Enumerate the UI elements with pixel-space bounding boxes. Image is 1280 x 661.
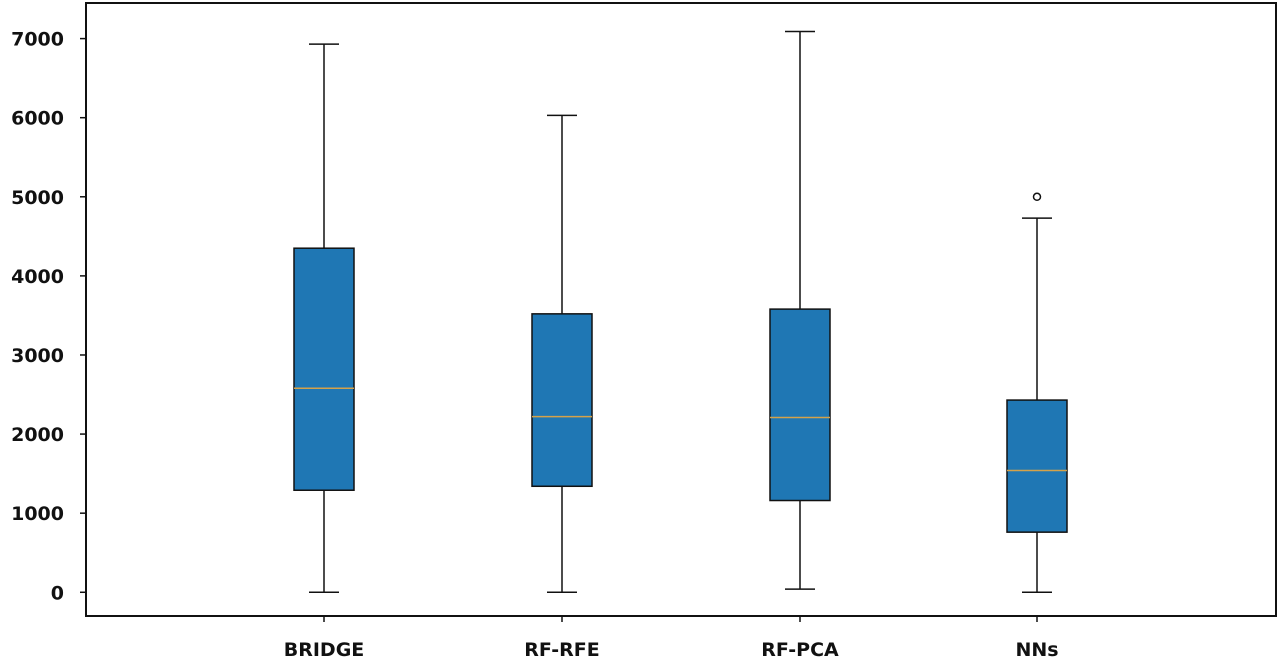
y-tick-label: 7000 [11,29,64,51]
box-group-bridge [293,43,355,594]
box-iqr [1006,399,1068,533]
box-iqr [293,247,355,491]
boxes [293,30,1068,594]
y-tick-label: 4000 [11,266,64,288]
y-tick-label: 2000 [11,424,64,446]
outlier-point [1032,192,1042,202]
x-tick-label: RF-RFE [524,639,600,661]
y-tick-label: 0 [51,582,64,604]
x-tick-label: RF-PCA [761,639,839,661]
box-group-rf-rfe [531,114,593,594]
y-tick-label: 1000 [11,503,64,525]
y-tick-label: 3000 [11,345,64,367]
y-tick-label: 5000 [11,187,64,209]
box-group-rf-pca [769,30,831,590]
x-tick-label: BRIDGE [284,639,365,661]
x-axis: BRIDGE RF-RFE RF-PCA NNs [284,616,1059,661]
box-iqr [531,313,593,488]
box-iqr [769,308,831,502]
y-axis: 0 1000 2000 3000 4000 5000 6000 7000 [11,29,86,604]
x-tick-label: NNs [1015,639,1058,661]
box-group-nns [1006,192,1068,594]
plot-frame [85,2,1277,617]
y-tick-label: 6000 [11,108,64,130]
